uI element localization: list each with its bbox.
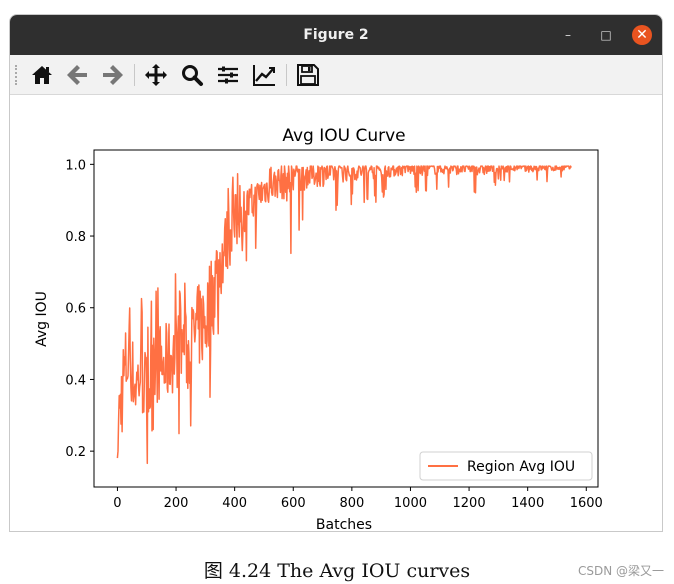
back-button[interactable]: [66, 63, 90, 87]
chart-title: Avg IOU Curve: [282, 126, 405, 146]
pan-button[interactable]: [144, 63, 168, 87]
minimize-button[interactable]: –: [565, 28, 571, 42]
watermark: CSDN @梁又一: [577, 564, 664, 578]
y-tick-label: 0.4: [65, 373, 86, 388]
y-tick-label: 1.0: [65, 158, 86, 173]
save-button[interactable]: [296, 63, 320, 87]
caption-text: The Avg IOU curves: [277, 560, 471, 582]
y-axis-label: Avg IOU: [34, 291, 50, 347]
x-tick-label: 800: [339, 496, 364, 511]
plot-area: [116, 165, 572, 465]
x-tick-label: 600: [281, 496, 306, 511]
save-icon: [297, 64, 319, 86]
edit-axis-icon: [253, 65, 275, 86]
x-tick-label: 1600: [570, 496, 603, 511]
configure-subplots-button[interactable]: [216, 63, 240, 87]
y-axis: 0.2 0.4 0.6 0.8 1.0: [65, 158, 94, 460]
y-tick-label: 0.8: [65, 230, 86, 245]
zoom-icon: [182, 65, 203, 86]
legend-entry: Region Avg IOU: [467, 459, 575, 475]
forward-arrow-icon: [103, 65, 123, 85]
y-tick-label: 0.6: [65, 302, 86, 317]
home-icon: [32, 66, 52, 84]
maximize-button[interactable]: □: [600, 28, 612, 42]
x-tick-label: 1400: [511, 496, 544, 511]
legend-box: [419, 451, 593, 481]
zoom-button[interactable]: [180, 63, 204, 87]
x-tick-label: 1200: [453, 496, 486, 511]
x-tick-label: 200: [164, 496, 189, 511]
pan-move-icon: [145, 64, 167, 86]
series-line-region-avg-iou: [116, 165, 572, 465]
toolbar-separator: [134, 64, 135, 86]
figure-window: Figure 2 – □ ✕: [9, 14, 663, 532]
configure-subplots-icon: [218, 66, 238, 84]
navigation-toolbar: [10, 55, 662, 95]
toolbar-grip[interactable]: [15, 65, 19, 85]
edit-axis-button[interactable]: [252, 63, 276, 87]
chart-svg[interactable]: Avg IOU Curve 0 200 400 600 800 1000 1200 1400 1…: [10, 95, 663, 532]
figure-canvas[interactable]: Avg IOU Curve 0 200 400 600 800 1000 1200 1400 1…: [10, 95, 663, 532]
title-bar[interactable]: Figure 2 – □ ✕: [10, 15, 662, 55]
caption-label: 图 4.24: [203, 560, 272, 582]
forward-button[interactable]: [100, 63, 124, 87]
x-tick-label: 400: [222, 496, 247, 511]
x-axis-label: Batches: [316, 517, 372, 532]
close-button[interactable]: ✕: [632, 25, 652, 45]
axes-frame: [93, 149, 599, 488]
y-tick-label: 0.2: [65, 445, 86, 460]
figure-caption: 图 4.24 The Avg IOU curves: [0, 556, 674, 583]
x-tick-label: 1000: [394, 496, 427, 511]
x-tick-label: 0: [113, 496, 121, 511]
legend: Region Avg IOU: [419, 451, 593, 481]
home-button[interactable]: [30, 63, 54, 87]
x-axis: 0 200 400 600 800 1000 1200 1400 1600: [113, 487, 603, 511]
back-arrow-icon: [67, 65, 87, 85]
toolbar-separator: [286, 64, 287, 86]
window-title: Figure 2: [303, 27, 369, 43]
